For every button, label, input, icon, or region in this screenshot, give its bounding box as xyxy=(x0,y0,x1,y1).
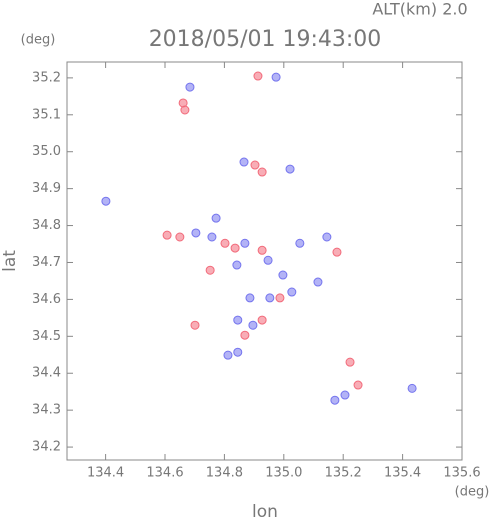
echo-point xyxy=(257,167,267,177)
echo-point xyxy=(407,383,417,393)
y-tick-label: 34.2 xyxy=(32,440,61,455)
echo-point xyxy=(233,315,243,325)
echo-point xyxy=(330,395,340,405)
echo-point xyxy=(253,71,263,81)
echo-point xyxy=(191,228,201,238)
x-tick-label: 134.8 xyxy=(206,466,243,481)
echo-point xyxy=(162,230,172,240)
plot-frame xyxy=(66,61,463,461)
echo-point xyxy=(230,243,240,253)
echo-point xyxy=(265,293,275,303)
echo-point xyxy=(285,164,295,174)
echo-point xyxy=(313,277,323,287)
echo-point xyxy=(205,265,215,275)
echo-point xyxy=(101,196,111,206)
echo-point xyxy=(180,105,190,115)
y-axis-label: lat xyxy=(0,250,20,272)
echo-point xyxy=(271,72,281,82)
echo-point xyxy=(239,157,249,167)
subtitle: ALT(km) 2.0 xyxy=(372,0,467,19)
echo-point xyxy=(220,238,230,248)
echo-point xyxy=(185,82,195,92)
y-tick-label: 34.9 xyxy=(32,181,61,196)
echo-point xyxy=(240,238,250,248)
echo-point xyxy=(257,315,267,325)
echo-point xyxy=(353,380,363,390)
echo-point xyxy=(175,232,185,242)
echo-point xyxy=(223,350,233,360)
y-tick-label: 34.7 xyxy=(32,255,61,270)
echo-point xyxy=(278,270,288,280)
y-tick-label: 34.5 xyxy=(32,329,61,344)
x-tick-label: 135.6 xyxy=(443,466,480,481)
y-tick-label: 35.1 xyxy=(32,107,61,122)
x-unit: (deg) xyxy=(455,485,490,500)
y-tick-label: 34.3 xyxy=(32,403,61,418)
echo-point xyxy=(257,245,267,255)
echo-point xyxy=(287,287,297,297)
echo-point xyxy=(345,357,355,367)
echo-point xyxy=(340,390,350,400)
echo-point xyxy=(233,347,243,357)
echo-point xyxy=(295,238,305,248)
echo-point xyxy=(275,293,285,303)
echo-point xyxy=(190,320,200,330)
y-tick-label: 35.0 xyxy=(32,144,61,159)
x-tick-label: 134.6 xyxy=(146,466,183,481)
echo-point xyxy=(248,320,258,330)
echo-point xyxy=(232,260,242,270)
y-tick-label: 34.8 xyxy=(32,218,61,233)
x-axis-label: lon xyxy=(252,502,278,521)
echo-point xyxy=(322,232,332,242)
x-tick-label: 135.0 xyxy=(265,466,302,481)
echo-point xyxy=(263,255,273,265)
y-tick-label: 35.2 xyxy=(32,70,61,85)
echo-point xyxy=(250,160,260,170)
x-tick-label: 135.2 xyxy=(325,466,362,481)
y-unit: (deg) xyxy=(21,33,56,48)
echo-point xyxy=(245,293,255,303)
x-tick-label: 134.4 xyxy=(87,466,124,481)
echo-point xyxy=(240,330,250,340)
y-tick-label: 34.6 xyxy=(32,292,61,307)
echo-point xyxy=(207,232,217,242)
chart-title: 2018/05/01 19:43:00 xyxy=(149,27,382,52)
echo-point xyxy=(332,247,342,257)
echo-point xyxy=(211,213,221,223)
x-tick-label: 135.4 xyxy=(384,466,421,481)
y-tick-label: 34.4 xyxy=(32,366,61,381)
